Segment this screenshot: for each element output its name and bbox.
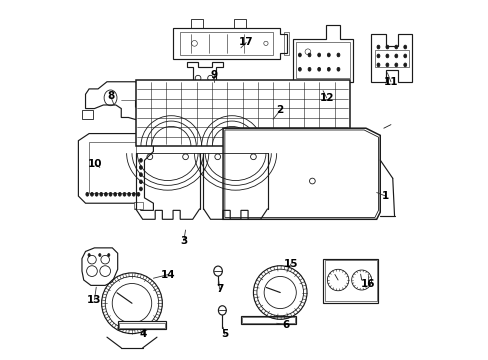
Ellipse shape xyxy=(326,67,329,71)
Text: 13: 13 xyxy=(87,295,102,305)
Ellipse shape xyxy=(385,45,388,49)
Bar xyxy=(283,32,288,55)
Text: 7: 7 xyxy=(215,284,223,294)
Ellipse shape xyxy=(137,193,140,196)
Polygon shape xyxy=(78,134,153,210)
Ellipse shape xyxy=(317,53,320,57)
Bar xyxy=(374,50,408,67)
Ellipse shape xyxy=(376,63,379,67)
Ellipse shape xyxy=(336,67,339,71)
Bar xyxy=(296,42,349,78)
Ellipse shape xyxy=(139,166,142,169)
Polygon shape xyxy=(292,24,353,94)
Text: 17: 17 xyxy=(239,37,253,48)
Ellipse shape xyxy=(139,173,142,176)
Ellipse shape xyxy=(90,193,93,196)
Text: 15: 15 xyxy=(283,259,298,269)
Bar xyxy=(190,19,203,28)
Ellipse shape xyxy=(139,180,142,184)
Polygon shape xyxy=(223,128,380,219)
Ellipse shape xyxy=(394,63,397,67)
Ellipse shape xyxy=(109,193,112,196)
Ellipse shape xyxy=(123,193,125,196)
Text: 1: 1 xyxy=(381,191,388,201)
Ellipse shape xyxy=(307,53,310,57)
Text: 4: 4 xyxy=(139,329,146,339)
Ellipse shape xyxy=(86,193,88,196)
Ellipse shape xyxy=(336,53,339,57)
Bar xyxy=(241,316,296,324)
Ellipse shape xyxy=(100,193,102,196)
Text: 16: 16 xyxy=(360,279,374,289)
Ellipse shape xyxy=(99,254,101,256)
Polygon shape xyxy=(173,28,287,59)
Bar xyxy=(242,317,295,323)
Ellipse shape xyxy=(114,193,116,196)
Ellipse shape xyxy=(298,53,301,57)
Ellipse shape xyxy=(307,67,310,71)
Text: 5: 5 xyxy=(221,329,228,339)
Ellipse shape xyxy=(88,254,90,256)
Polygon shape xyxy=(187,62,223,98)
Text: 2: 2 xyxy=(276,105,283,115)
Ellipse shape xyxy=(403,54,406,58)
Ellipse shape xyxy=(326,53,329,57)
Ellipse shape xyxy=(376,45,379,49)
Polygon shape xyxy=(370,33,411,82)
Text: 8: 8 xyxy=(107,91,114,101)
Bar xyxy=(323,258,378,303)
Bar xyxy=(119,323,164,328)
Ellipse shape xyxy=(104,193,107,196)
Bar xyxy=(89,143,135,193)
Ellipse shape xyxy=(139,187,142,191)
Ellipse shape xyxy=(107,254,110,256)
Text: 12: 12 xyxy=(319,93,333,103)
Bar xyxy=(118,321,165,329)
Bar xyxy=(82,111,93,119)
Ellipse shape xyxy=(385,54,388,58)
Ellipse shape xyxy=(298,67,301,71)
Bar xyxy=(180,32,272,55)
Ellipse shape xyxy=(394,45,397,49)
Ellipse shape xyxy=(127,193,130,196)
Bar xyxy=(135,80,349,146)
Text: 14: 14 xyxy=(160,270,175,280)
Text: 11: 11 xyxy=(383,77,397,87)
Ellipse shape xyxy=(139,158,142,162)
Text: 9: 9 xyxy=(210,69,217,80)
Bar xyxy=(324,260,376,301)
Text: 6: 6 xyxy=(282,320,288,330)
Ellipse shape xyxy=(132,193,135,196)
Ellipse shape xyxy=(403,63,406,67)
Ellipse shape xyxy=(385,63,388,67)
Ellipse shape xyxy=(317,67,320,71)
Ellipse shape xyxy=(394,54,397,58)
Ellipse shape xyxy=(376,54,379,58)
Text: 10: 10 xyxy=(88,159,102,169)
Text: 3: 3 xyxy=(180,236,187,246)
Polygon shape xyxy=(82,248,118,285)
Ellipse shape xyxy=(118,193,121,196)
Polygon shape xyxy=(85,82,151,121)
Ellipse shape xyxy=(403,45,406,49)
Ellipse shape xyxy=(95,193,98,196)
Bar xyxy=(134,202,142,208)
Bar xyxy=(233,19,246,28)
